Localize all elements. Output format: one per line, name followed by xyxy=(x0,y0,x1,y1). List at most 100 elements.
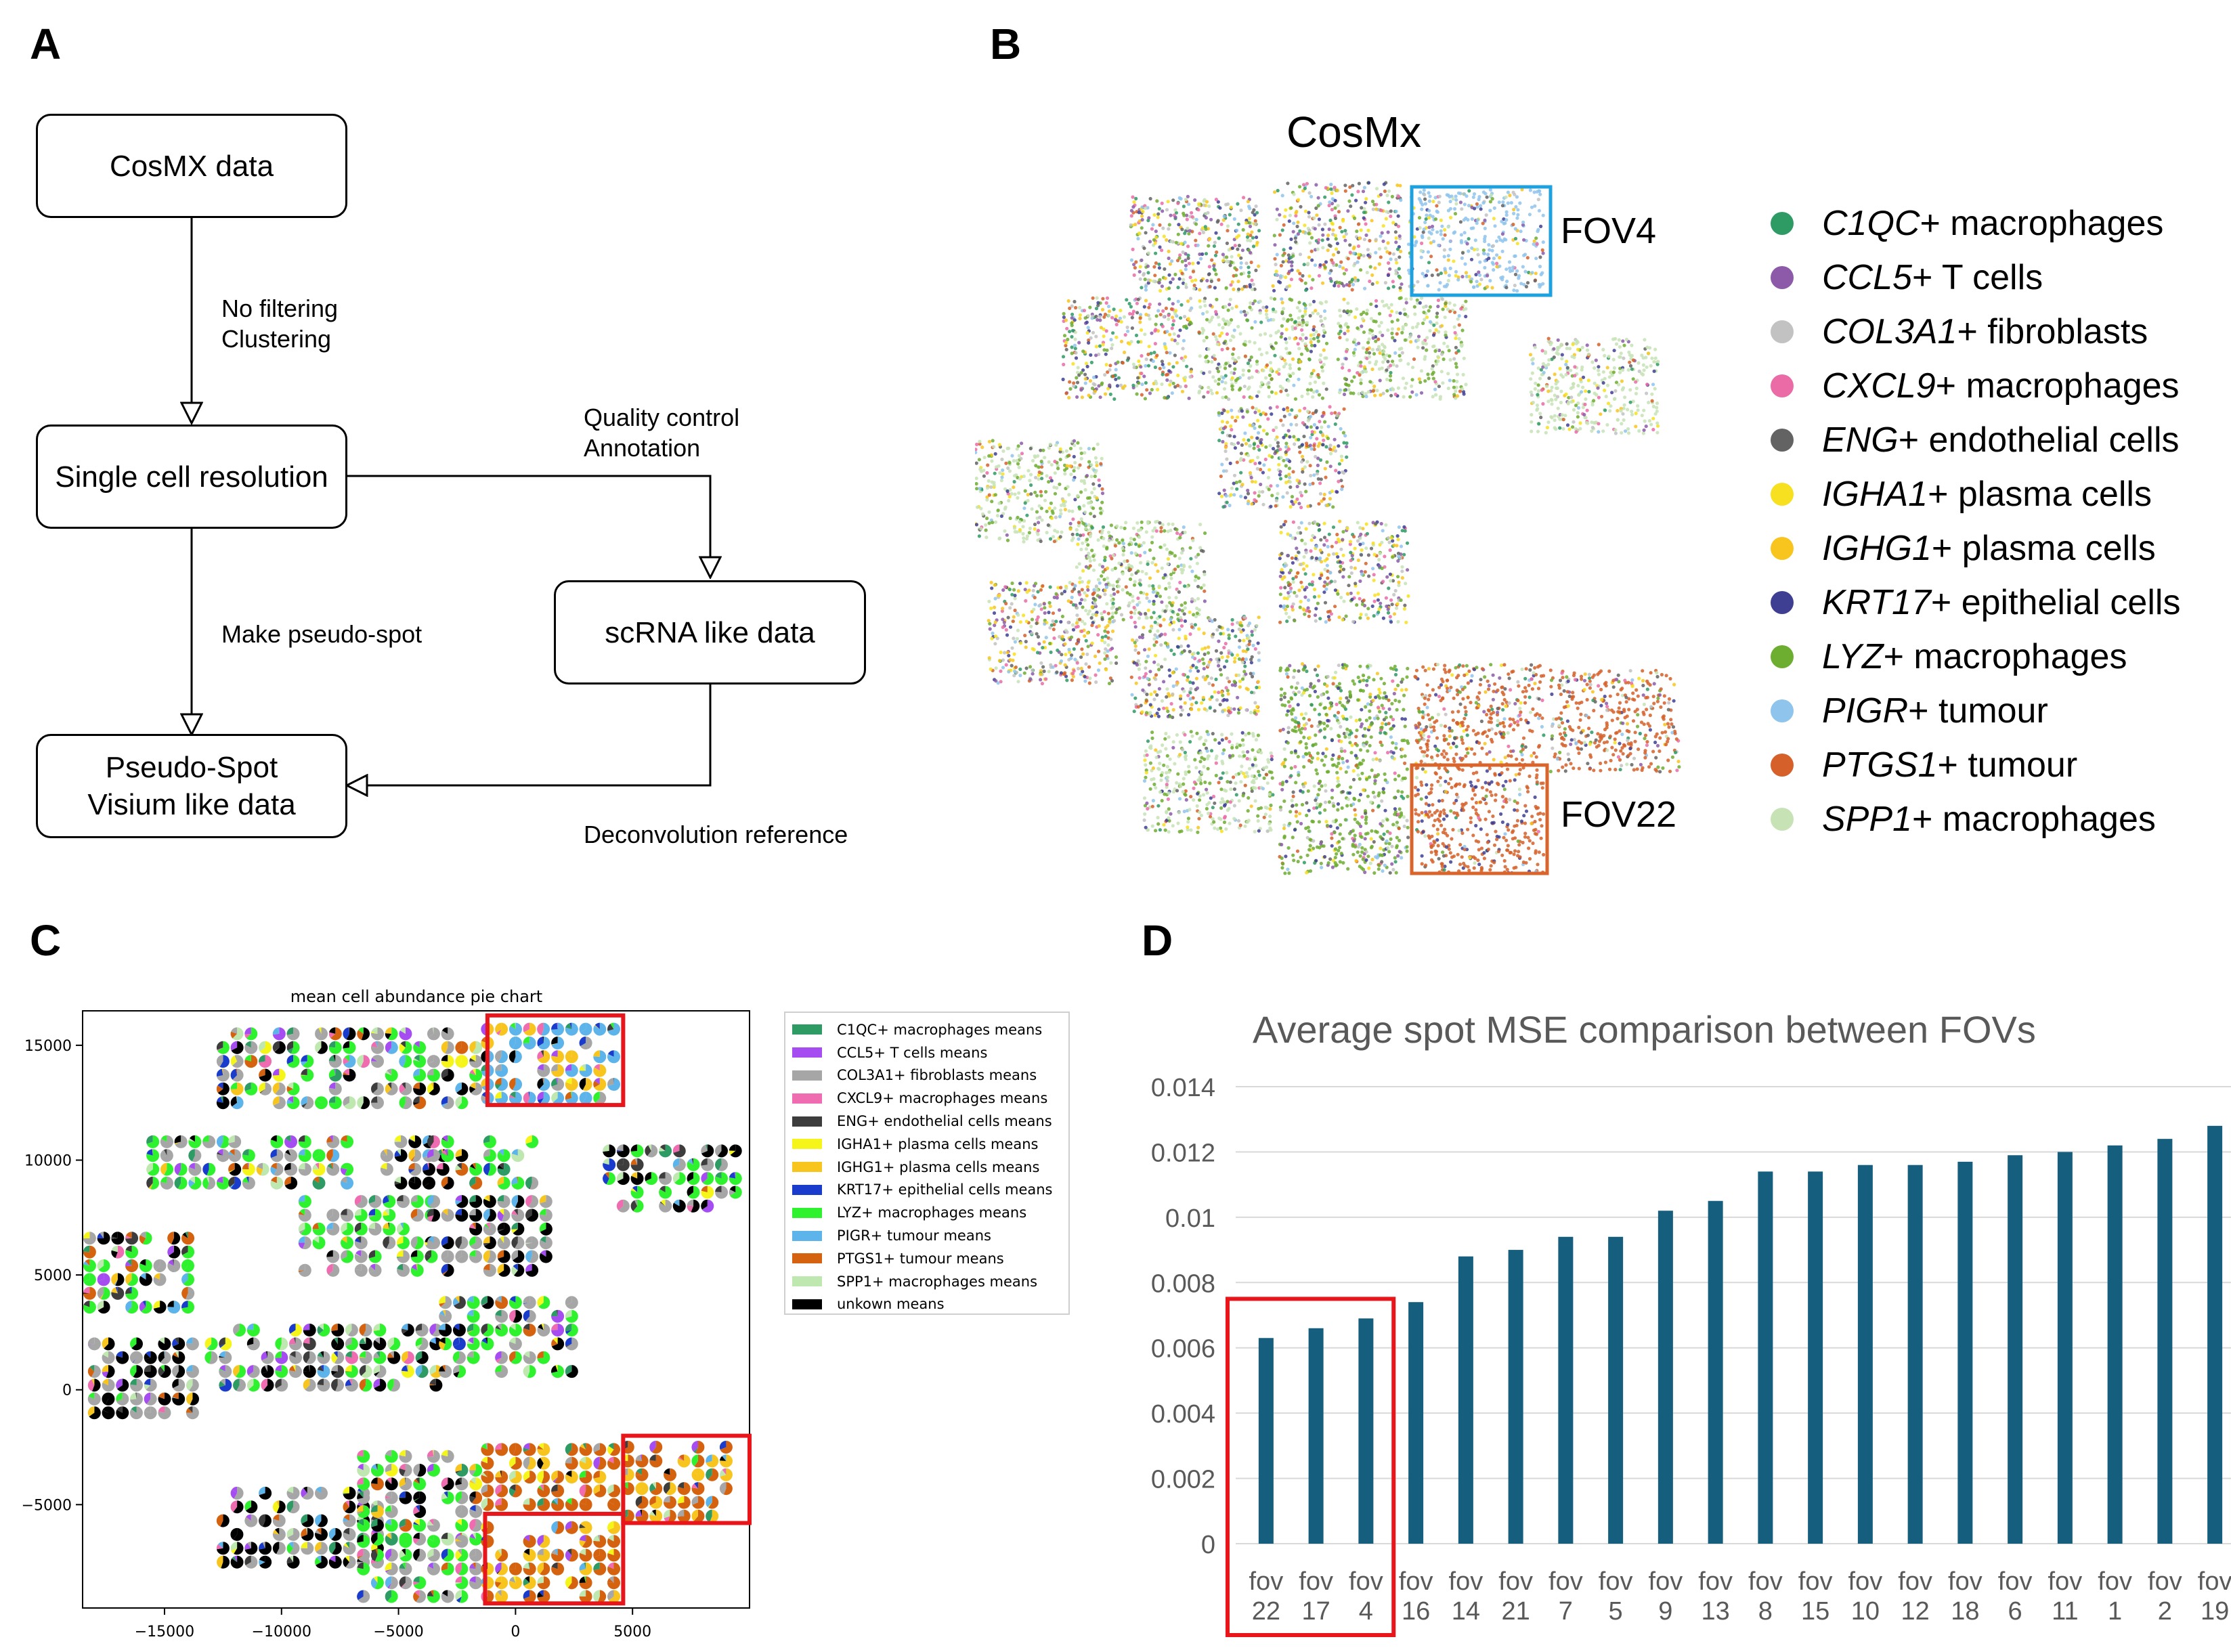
cosmx-cell-dot xyxy=(1398,286,1402,290)
cosmx-cell-dot xyxy=(1062,312,1066,316)
cosmx-cell-dot xyxy=(1597,369,1600,372)
cosmx-cell-dot xyxy=(1619,355,1622,359)
cosmx-cell-dot xyxy=(1228,634,1231,637)
cosmx-cell-dot xyxy=(1297,321,1301,324)
cosmx-cell-dot xyxy=(1632,377,1635,381)
cosmx-cell-dot xyxy=(1564,363,1567,366)
cosmx-cell-dot xyxy=(1343,239,1347,242)
cosmx-cell-dot xyxy=(1173,554,1177,557)
cosmx-cell-dot xyxy=(1377,611,1380,614)
cosmx-cell-dot xyxy=(1301,230,1305,234)
cosmx-cell-dot xyxy=(1223,305,1227,308)
cosmx-cell-dot xyxy=(1196,261,1200,265)
cosmx-cell-dot xyxy=(1298,309,1301,313)
cosmx-cell-dot xyxy=(1133,366,1136,369)
cosmx-cell-dot xyxy=(1634,425,1637,428)
cosmx-cell-dot xyxy=(1460,239,1463,242)
cosmx-cell-dot xyxy=(1392,285,1395,288)
cosmx-cell-dot xyxy=(1419,201,1423,204)
cosmx-cell-dot xyxy=(1038,516,1041,519)
cosmx-cell-dot xyxy=(1406,362,1410,366)
cosmx-cell-dot xyxy=(1154,640,1158,644)
cosmx-cell-dot xyxy=(1360,548,1364,552)
cosmx-spatial-map xyxy=(975,169,1713,880)
cosmx-cell-dot xyxy=(1297,550,1300,554)
cosmx-cell-dot xyxy=(1380,321,1383,324)
cosmx-cell-dot xyxy=(1037,521,1040,524)
cosmx-cell-dot xyxy=(1435,315,1439,318)
cosmx-cell-dot xyxy=(1536,230,1539,233)
cosmx-cell-dot xyxy=(1590,360,1594,364)
cosmx-cell-dot xyxy=(1569,387,1573,390)
cosmx-cell-dot xyxy=(1320,319,1323,322)
cosmx-cell-dot xyxy=(1158,223,1161,227)
cosmx-cell-dot xyxy=(1389,209,1393,213)
cosmx-cell-dot xyxy=(1463,262,1467,265)
cosmx-cell-dot xyxy=(1326,504,1329,507)
cosmx-cell-dot xyxy=(1294,240,1297,244)
cosmx-cell-dot xyxy=(1114,544,1117,548)
cosmx-cell-dot xyxy=(998,659,1001,662)
cosmx-cell-dot xyxy=(1201,550,1205,553)
cosmx-cell-dot xyxy=(1303,595,1307,599)
cosmx-cell-dot xyxy=(1025,581,1028,584)
cosmx-cell-dot xyxy=(1338,265,1341,268)
cosmx-cell-dot xyxy=(1049,586,1052,589)
cosmx-cell-dot xyxy=(1089,463,1093,466)
cosmx-cell-dot xyxy=(1429,320,1432,324)
cosmx-cell-dot xyxy=(1492,244,1495,248)
cosmx-cell-dot xyxy=(1188,669,1192,672)
cosmx-cell-dot xyxy=(1379,193,1383,196)
cosmx-cell-dot xyxy=(1166,645,1169,649)
cosmx-cell-dot xyxy=(1310,250,1314,253)
cosmx-cell-dot xyxy=(1220,691,1223,694)
cosmx-cell-dot xyxy=(1017,492,1020,495)
cosmx-cell-dot xyxy=(988,622,991,626)
cosmx-cell-dot xyxy=(1300,521,1303,525)
cosmx-cell-dot xyxy=(1247,265,1250,269)
cosmx-cell-dot xyxy=(1167,523,1170,526)
cosmx-cell-dot xyxy=(1239,471,1242,475)
cosmx-cell-dot xyxy=(1134,197,1138,200)
cosmx-cell-dot xyxy=(1073,466,1076,469)
cosmx-cell-dot xyxy=(1080,598,1083,601)
cosmx-cell-dot xyxy=(1333,284,1336,287)
cosmx-cell-dot xyxy=(1330,580,1333,583)
cosmx-cell-dot xyxy=(1330,208,1334,211)
cosmx-cell-dot xyxy=(1356,326,1359,330)
cosmx-cell-dot xyxy=(1463,192,1466,196)
cosmx-cell-dot xyxy=(1094,456,1098,460)
cosmx-cell-dot xyxy=(1226,320,1229,323)
cosmx-cell-dot xyxy=(1321,234,1324,237)
cosmx-cell-dot xyxy=(1346,326,1349,329)
cosmx-cell-dot xyxy=(1115,525,1119,528)
cosmx-cell-dot xyxy=(1316,312,1320,316)
cosmx-cell-dot xyxy=(1145,530,1148,534)
cosmx-cell-dot xyxy=(1141,218,1144,221)
cosmx-cell-dot xyxy=(1258,461,1261,464)
cosmx-cell-dot xyxy=(1192,651,1196,655)
cosmx-cell-dot xyxy=(1303,407,1306,410)
cosmx-cell-dot xyxy=(1314,410,1318,414)
cosmx-cell-dot xyxy=(1073,587,1076,590)
cosmx-cell-dot xyxy=(1356,190,1360,193)
cosmx-cell-dot xyxy=(1453,230,1456,234)
cosmx-cell-dot xyxy=(1508,194,1511,197)
cosmx-cell-dot xyxy=(1328,244,1331,247)
cosmx-cell-dot xyxy=(1226,655,1230,658)
cosmx-cell-dot xyxy=(1098,479,1101,482)
cosmx-cell-dot xyxy=(1550,399,1553,402)
cosmx-cell-dot xyxy=(990,637,993,640)
cosmx-cell-dot xyxy=(1306,262,1309,265)
cosmx-cell-dot xyxy=(1176,384,1179,387)
cosmx-cell-dot xyxy=(1189,276,1192,279)
cosmx-cell-dot xyxy=(1148,576,1152,580)
cosmx-cell-dot xyxy=(1292,580,1295,584)
cosmx-cell-dot xyxy=(1126,330,1129,333)
cosmx-cell-dot xyxy=(1655,431,1659,434)
cosmx-cell-dot xyxy=(1364,201,1367,204)
cosmx-cell-dot xyxy=(1321,238,1324,242)
cosmx-cell-dot xyxy=(1602,381,1605,385)
cosmx-cell-dot xyxy=(1228,434,1232,437)
cosmx-cell-dot xyxy=(1501,240,1504,243)
